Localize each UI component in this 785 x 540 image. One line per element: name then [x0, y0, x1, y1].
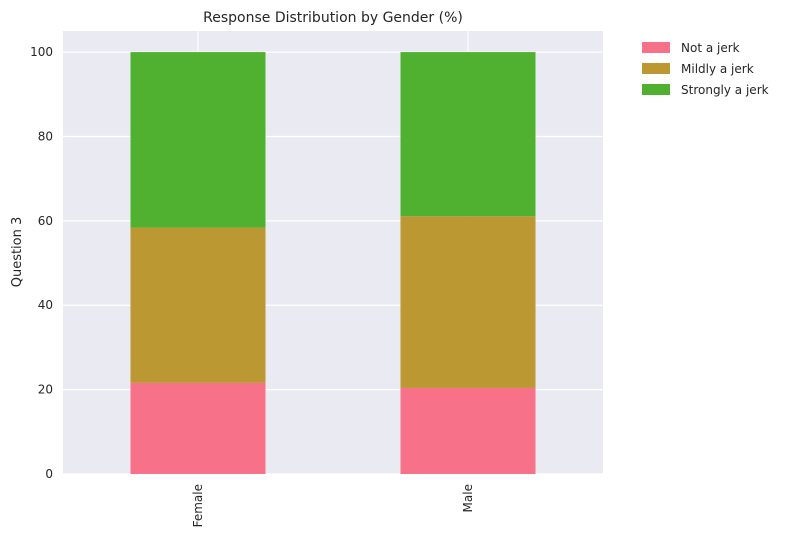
x-axis-ticks: Female Male	[191, 484, 475, 527]
bar-segment	[400, 387, 536, 474]
x-tick-label: Female	[191, 484, 205, 527]
y-tick-label: 20	[38, 383, 53, 397]
bar-segment	[400, 216, 536, 388]
y-tick-label: 40	[38, 298, 53, 312]
legend-swatch	[642, 84, 670, 95]
legend-swatch	[642, 63, 670, 74]
x-tick-label: Male	[461, 484, 475, 512]
bars	[130, 52, 536, 474]
legend-swatch	[642, 42, 670, 53]
bar-segment	[130, 382, 266, 474]
legend-label: Not a jerk	[681, 41, 740, 55]
y-tick-label: 0	[45, 467, 53, 481]
bar-segment	[400, 52, 536, 217]
y-axis-ticks: 0 20 40 60 80 100	[30, 45, 53, 481]
chart-title: Response Distribution by Gender (%)	[203, 10, 463, 26]
y-tick-label: 80	[38, 129, 53, 143]
y-tick-label: 100	[30, 45, 53, 59]
bar-segment	[130, 227, 266, 383]
y-tick-label: 60	[38, 214, 53, 228]
legend-label: Strongly a jerk	[681, 83, 769, 97]
y-axis-label: Question 3	[10, 217, 25, 288]
legend: Not a jerk Mildly a jerk Strongly a jerk	[642, 41, 769, 97]
bar-segment	[130, 52, 266, 228]
legend-label: Mildly a jerk	[681, 62, 754, 76]
